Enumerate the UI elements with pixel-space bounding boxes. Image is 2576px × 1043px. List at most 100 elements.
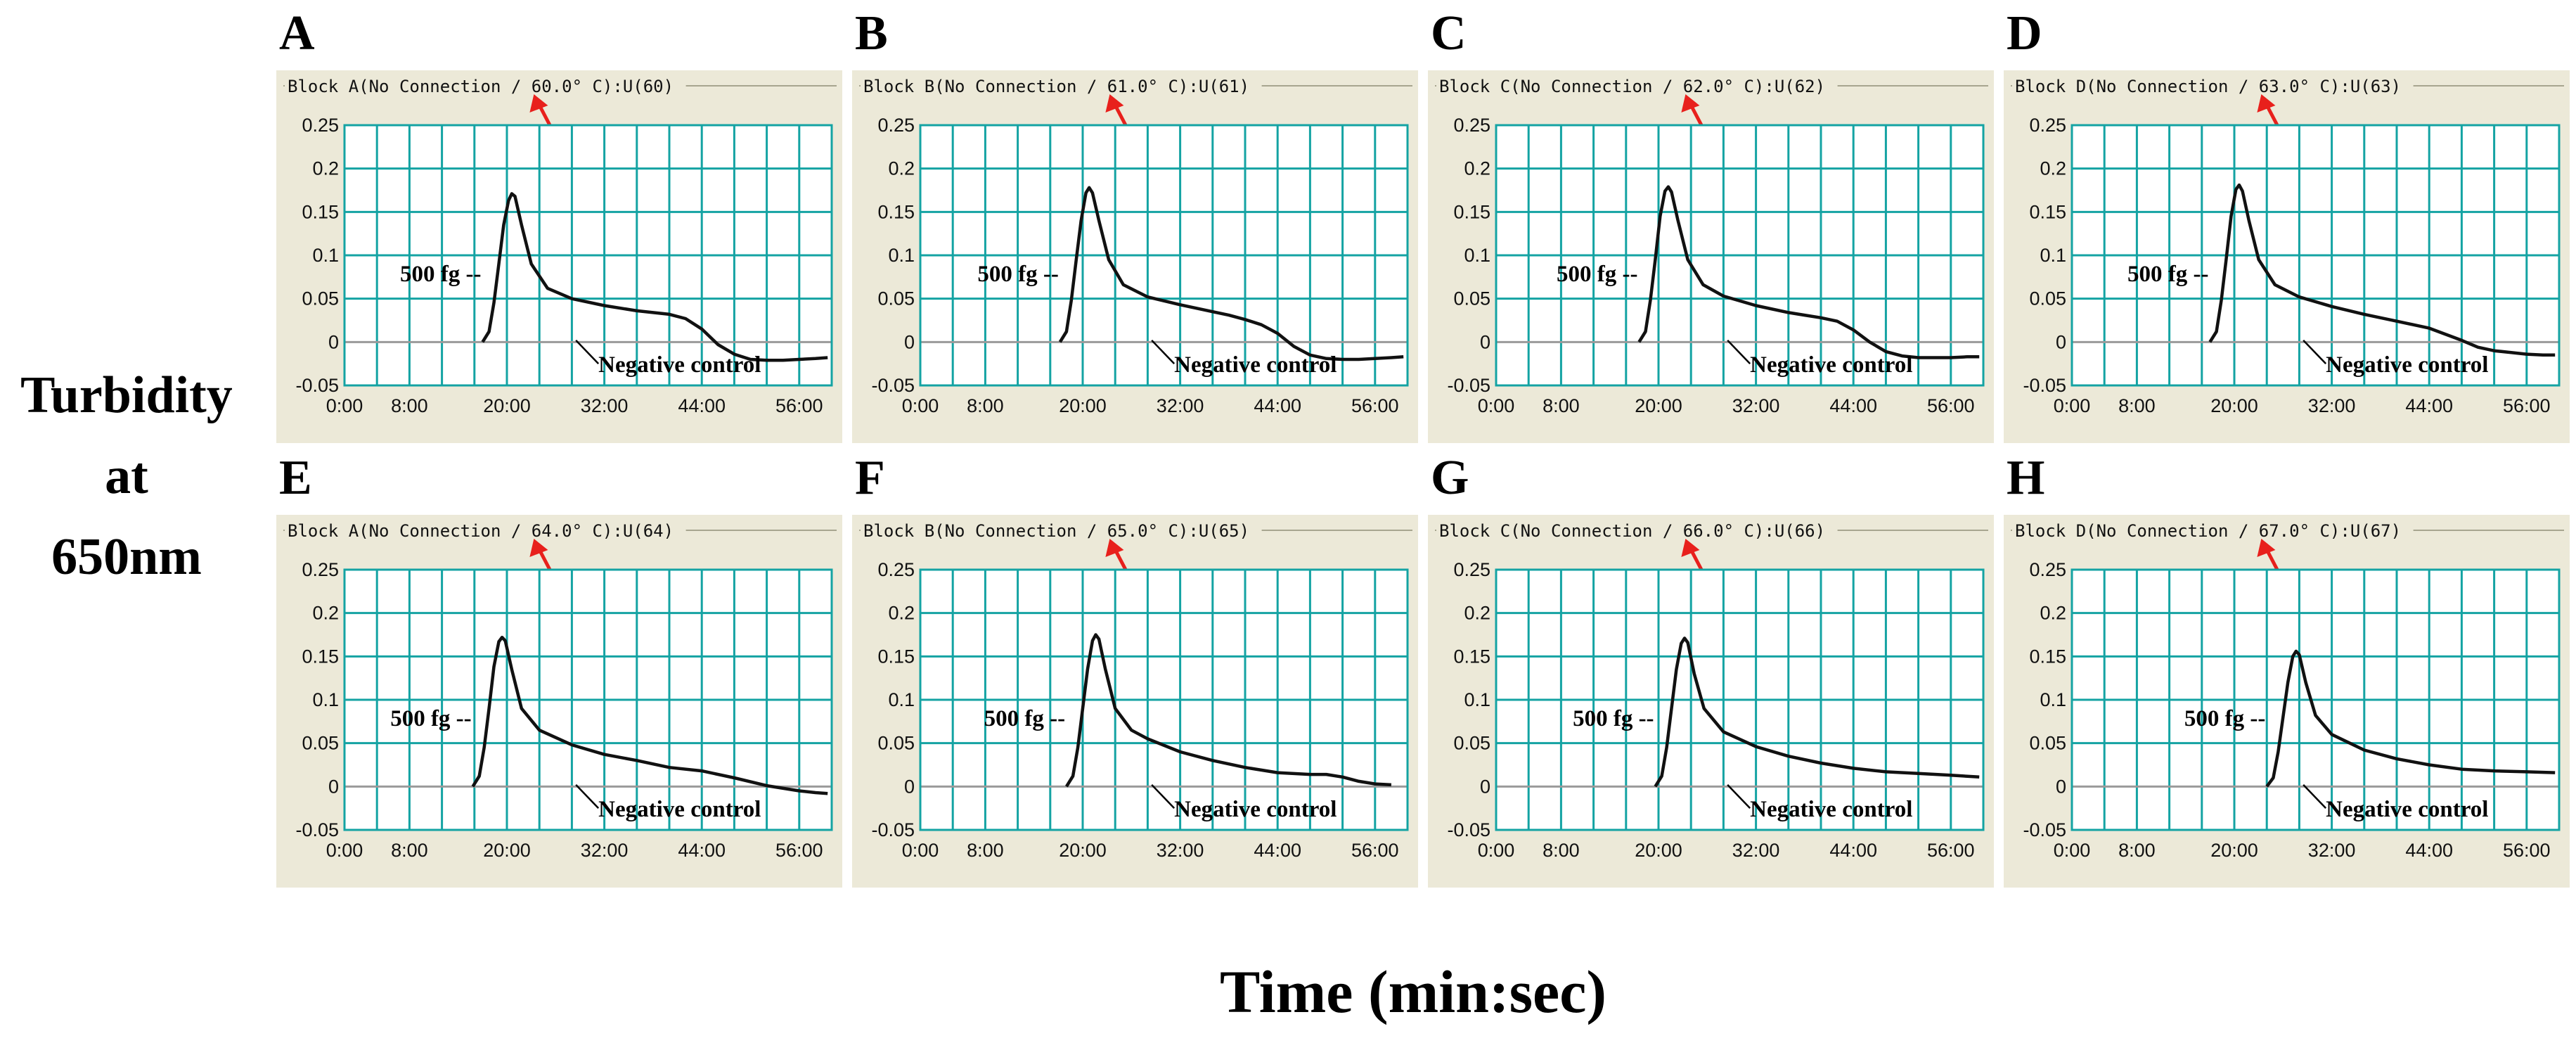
x-tick-g-1: 8:00	[1543, 840, 1580, 861]
x-tick-h-0: 0:00	[2054, 840, 2091, 861]
x-tick-e-2: 20:00	[483, 840, 531, 861]
x-tick-e-5: 56:00	[775, 840, 823, 861]
sample-label-a: 500 fg --	[400, 262, 481, 287]
plot-border-f	[919, 568, 1409, 831]
y-tick-e-1: 0.2	[312, 603, 339, 624]
chart-panel-b: B Block B(No Connection / 61.0° C):U(61) 0…	[852, 6, 1418, 443]
x-tick-e-1: 8:00	[391, 840, 428, 861]
panel-letter-h: H	[2007, 451, 2044, 505]
panel-title-g: Block C(No Connection / 66.0° C):U(66)	[1439, 521, 1825, 541]
plot-border-b	[919, 124, 1409, 387]
x-tick-b-1: 8:00	[967, 395, 1004, 416]
x-tick-h-4: 44:00	[2405, 840, 2453, 861]
y-tick-b-0: 0.25	[877, 115, 915, 136]
x-tick-a-3: 32:00	[581, 395, 629, 416]
y-tick-f-4: 0.05	[877, 733, 915, 754]
x-tick-h-5: 56:00	[2503, 840, 2551, 861]
y-tick-b-1: 0.2	[888, 158, 915, 179]
x-tick-d-1: 8:00	[2118, 395, 2156, 416]
y-tick-c-2: 0.15	[1453, 201, 1490, 222]
y-tick-h-4: 0.05	[2029, 733, 2066, 754]
panel-title-b: Block B(No Connection / 61.0° C):U(61)	[863, 77, 1249, 96]
y-tick-g-0: 0.25	[1453, 559, 1490, 580]
x-tick-g-5: 56:00	[1927, 840, 1975, 861]
x-tick-c-3: 32:00	[1732, 395, 1780, 416]
panel-title-h: Block D(No Connection / 67.0° C):U(67)	[2015, 521, 2401, 541]
x-tick-f-4: 44:00	[1254, 840, 1301, 861]
y-tick-a-3: 0.1	[312, 245, 339, 266]
y-tick-c-0: 0.25	[1453, 115, 1490, 136]
panel-letter-a: A	[279, 6, 315, 60]
sample-label-c: 500 fg --	[1557, 262, 1637, 287]
negative-control-label-g: Negative control	[1750, 797, 1912, 822]
x-tick-c-5: 56:00	[1927, 395, 1975, 416]
y-tick-a-6: -0.05	[295, 375, 339, 396]
negative-control-label-f: Negative control	[1174, 797, 1337, 822]
sample-label-g: 500 fg --	[1573, 706, 1654, 731]
sample-label-h: 500 fg --	[2184, 706, 2265, 731]
y-tick-d-2: 0.15	[2029, 201, 2066, 222]
panel-title-d: Block D(No Connection / 63.0° C):U(63)	[2015, 77, 2401, 96]
x-tick-e-4: 44:00	[678, 840, 726, 861]
panel-letter-d: D	[2007, 6, 2042, 60]
x-tick-g-3: 32:00	[1732, 840, 1780, 861]
y-tick-g-5: 0	[1480, 776, 1490, 797]
temperature-arrow-head-f	[1105, 539, 1124, 557]
x-tick-d-0: 0:00	[2054, 395, 2091, 416]
negative-control-leader-c	[1727, 340, 1751, 365]
panel-letter-e: E	[279, 451, 312, 505]
curve-500fg-b	[1058, 186, 1404, 361]
y-tick-e-6: -0.05	[295, 819, 339, 840]
y-tick-c-5: 0	[1480, 331, 1490, 352]
y-tick-b-3: 0.1	[888, 245, 915, 266]
panel-title-bg-d	[2012, 76, 2414, 96]
y-tick-d-6: -0.05	[2023, 375, 2066, 396]
y-tick-g-3: 0.1	[1464, 689, 1490, 710]
curve-500fg-h	[2265, 649, 2556, 788]
negative-control-leader-h	[2303, 784, 2327, 810]
y-tick-a-2: 0.15	[302, 201, 339, 222]
y-tick-e-5: 0	[328, 776, 339, 797]
y-tick-g-1: 0.2	[1464, 603, 1490, 624]
temperature-arrow-head-h	[2257, 539, 2276, 557]
x-tick-a-0: 0:00	[326, 395, 363, 416]
x-tick-d-3: 32:00	[2308, 395, 2356, 416]
y-tick-e-2: 0.15	[302, 646, 339, 667]
chart-panel-e: E Block A(No Connection / 64.0° C):U(64) 0…	[276, 451, 842, 888]
chart-panel-f: F Block B(No Connection / 65.0° C):U(65) 0…	[852, 451, 1418, 888]
y-tick-h-6: -0.05	[2023, 819, 2066, 840]
y-tick-e-3: 0.1	[312, 689, 339, 710]
x-tick-e-3: 32:00	[581, 840, 629, 861]
x-tick-e-0: 0:00	[326, 840, 363, 861]
chart-panel-d: D Block D(No Connection / 63.0° C):U(63) 0…	[2004, 6, 2570, 443]
panel-title-f: Block B(No Connection / 65.0° C):U(65)	[863, 521, 1249, 541]
panel-title-e: Block A(No Connection / 64.0° C):U(64)	[288, 521, 674, 541]
x-tick-g-4: 44:00	[1829, 840, 1877, 861]
x-tick-c-4: 44:00	[1829, 395, 1877, 416]
sample-label-b: 500 fg --	[977, 262, 1058, 287]
sample-label-f: 500 fg --	[984, 706, 1065, 731]
y-tick-d-1: 0.2	[2040, 158, 2066, 179]
x-axis-label: Time (min:sec)	[1219, 958, 1607, 1025]
x-tick-h-1: 8:00	[2118, 840, 2156, 861]
y-tick-f-0: 0.25	[877, 559, 915, 580]
y-tick-h-3: 0.1	[2040, 689, 2066, 710]
x-tick-b-2: 20:00	[1059, 395, 1107, 416]
x-tick-b-4: 44:00	[1254, 395, 1301, 416]
y-tick-f-6: -0.05	[871, 819, 915, 840]
y-tick-d-3: 0.1	[2040, 245, 2066, 266]
temperature-arrow-head-b	[1105, 94, 1124, 113]
y-tick-h-0: 0.25	[2029, 559, 2066, 580]
temperature-arrow-head-a	[529, 94, 548, 113]
panel-letter-b: B	[855, 6, 888, 60]
x-tick-f-2: 20:00	[1059, 840, 1107, 861]
panel-title-bg-c	[1436, 76, 1838, 96]
panel-title-a: Block A(No Connection / 60.0° C):U(60)	[288, 77, 674, 96]
x-tick-a-5: 56:00	[775, 395, 823, 416]
panel-title-bg-h	[2012, 520, 2414, 540]
y-axis-label-line-1: Turbidity	[20, 366, 233, 424]
curve-500fg-g	[1654, 636, 1980, 788]
y-tick-g-6: -0.05	[1447, 819, 1490, 840]
panel-title-bg-g	[1436, 520, 1838, 540]
